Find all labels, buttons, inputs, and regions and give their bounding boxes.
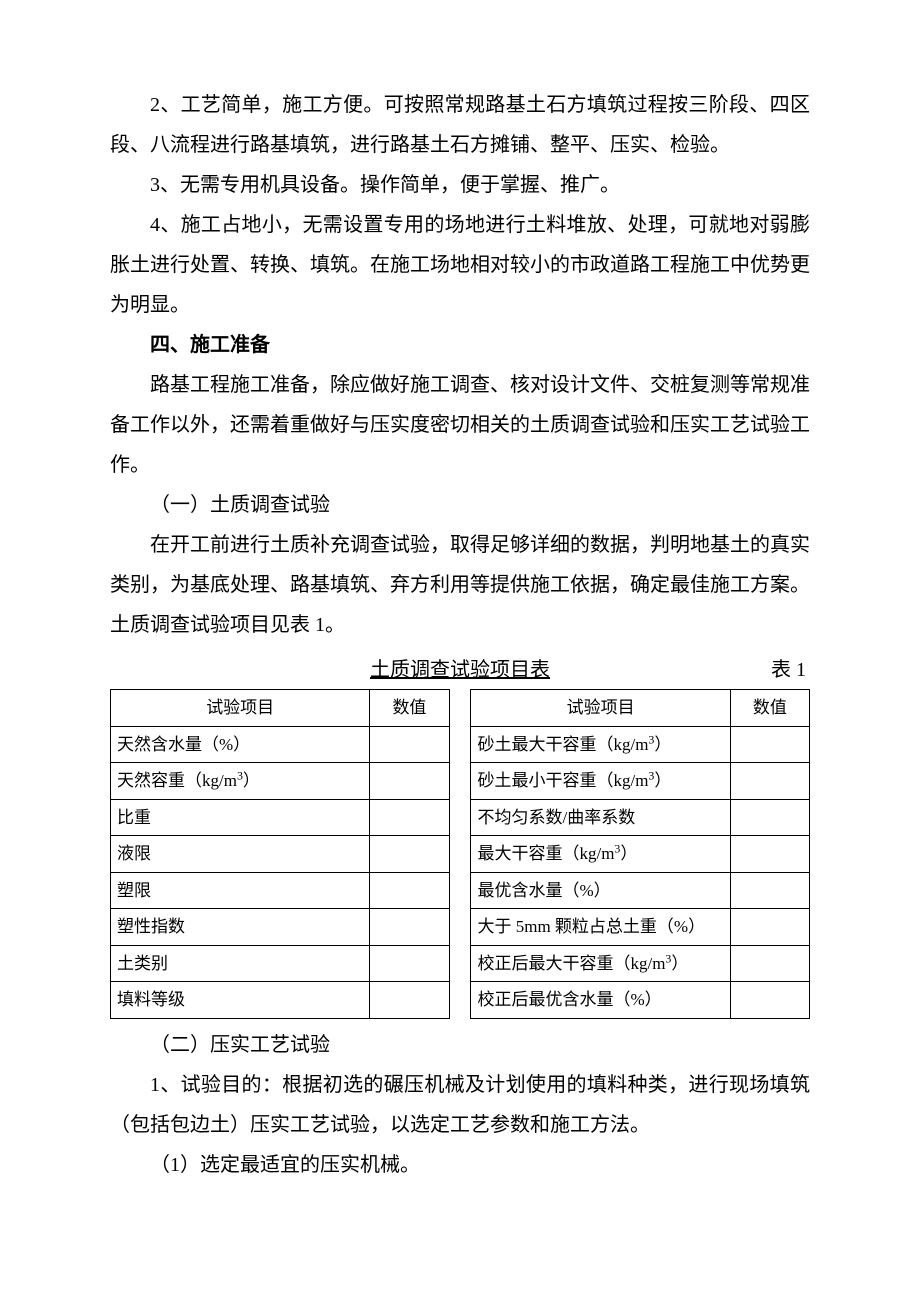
table-cell-item-right: 最大干容重（kg/m3）	[471, 836, 730, 873]
table-title: 土质调查试验项目表	[370, 653, 550, 682]
table-cell-value-left	[370, 945, 449, 982]
table-cell-gap	[449, 982, 471, 1019]
table-body: 天然含水量（%） 砂土最大干容重（kg/m3） 天然容重（kg/m3） 砂土最小干容重…	[111, 726, 810, 1018]
table-cell-item-left: 天然含水量（%）	[111, 726, 370, 763]
table-cell-value-left	[370, 726, 449, 763]
table-cell-value-left	[370, 799, 449, 836]
table-row: 天然含水量（%） 砂土最大干容重（kg/m3）	[111, 726, 810, 763]
table-cell-value-right	[730, 909, 809, 946]
table-row: 天然容重（kg/m3） 砂土最小干容重（kg/m3）	[111, 763, 810, 800]
table-cell-item-left: 土类别	[111, 945, 370, 982]
paragraph-4: 4、施工占地小，无需设置专用的场地进行土料堆放、处理，可就地对弱膨胀土进行处置、…	[110, 205, 810, 325]
table-cell-item-left: 液限	[111, 836, 370, 873]
table-cell-value-left	[370, 872, 449, 909]
table-cell-item-right: 校正后最大干容重（kg/m3）	[471, 945, 730, 982]
table-row: 土类别 校正后最大干容重（kg/m3）	[111, 945, 810, 982]
table-cell-item-right: 最优含水量（%）	[471, 872, 730, 909]
paragraph-3: 3、无需专用机具设备。操作简单，便于掌握、推广。	[110, 165, 810, 205]
table-cell-gap	[449, 799, 471, 836]
table-row: 塑限 最优含水量（%）	[111, 872, 810, 909]
paragraph-soil-survey: 在开工前进行土质补充调查试验，取得足够详细的数据，判明地基土的真实类别，为基底处…	[110, 525, 810, 645]
table-cell-value-right	[730, 836, 809, 873]
table-title-row: 土质调查试验项目表 表 1	[110, 653, 810, 685]
table-row: 比重 不均匀系数/曲率系数	[111, 799, 810, 836]
subheading-compaction-test: （二）压实工艺试验	[110, 1025, 810, 1065]
table-number: 表 1	[771, 653, 806, 682]
soil-survey-table: 试验项目 数值 试验项目 数值 天然含水量（%）砂土最大干容重（kg/m3）天然…	[110, 689, 810, 1019]
header-value-right: 数值	[730, 690, 809, 727]
table-cell-value-right	[730, 726, 809, 763]
paragraph-prep-1: 路基工程施工准备，除应做好施工调查、核对设计文件、交桩复测等常规准备工作以外，还…	[110, 365, 810, 485]
heading-section-4: 四、施工准备	[110, 325, 810, 365]
table-cell-gap	[449, 872, 471, 909]
header-value-left: 数值	[370, 690, 449, 727]
header-test-item-right: 试验项目	[471, 690, 730, 727]
table-cell-item-left: 天然容重（kg/m3）	[111, 763, 370, 800]
table-cell-item-right: 校正后最优含水量（%）	[471, 982, 730, 1019]
table-cell-item-left: 塑性指数	[111, 909, 370, 946]
table-cell-value-left	[370, 909, 449, 946]
table-cell-item-left: 塑限	[111, 872, 370, 909]
table-cell-gap	[449, 726, 471, 763]
subheading-soil-survey: （一）土质调查试验	[110, 485, 810, 525]
paragraph-2: 2、工艺简单，施工方便。可按照常规路基土石方填筑过程按三阶段、四区段、八流程进行…	[110, 85, 810, 165]
paragraph-select-machinery: （1）选定最适宜的压实机械。	[110, 1145, 810, 1185]
table-cell-item-left: 比重	[111, 799, 370, 836]
table-cell-value-right	[730, 763, 809, 800]
table-cell-gap	[449, 763, 471, 800]
table-header-row: 试验项目 数值 试验项目 数值	[111, 690, 810, 727]
table-cell-item-right: 不均匀系数/曲率系数	[471, 799, 730, 836]
table-cell-gap	[449, 945, 471, 982]
table-cell-item-right: 大于 5mm 颗粒占总土重（%）	[471, 909, 730, 946]
table-cell-item-left: 填料等级	[111, 982, 370, 1019]
table-cell-value-right	[730, 872, 809, 909]
table-cell-item-right: 砂土最大干容重（kg/m3）	[471, 726, 730, 763]
table-cell-gap	[449, 909, 471, 946]
table-cell-value-left	[370, 836, 449, 873]
header-test-item-left: 试验项目	[111, 690, 370, 727]
table-cell-value-right	[730, 945, 809, 982]
table-cell-value-left	[370, 763, 449, 800]
table-row: 液限 最大干容重（kg/m3）	[111, 836, 810, 873]
table-cell-value-right	[730, 982, 809, 1019]
header-gap	[449, 690, 471, 727]
table-cell-value-right	[730, 799, 809, 836]
table-row: 塑性指数 大于 5mm 颗粒占总土重（%）	[111, 909, 810, 946]
table-cell-gap	[449, 836, 471, 873]
table-cell-value-left	[370, 982, 449, 1019]
table-row: 填料等级 校正后最优含水量（%）	[111, 982, 810, 1019]
table-cell-item-right: 砂土最小干容重（kg/m3）	[471, 763, 730, 800]
paragraph-test-purpose: 1、试验目的：根据初选的碾压机械及计划使用的填料种类，进行现场填筑（包括包边土）…	[110, 1065, 810, 1145]
